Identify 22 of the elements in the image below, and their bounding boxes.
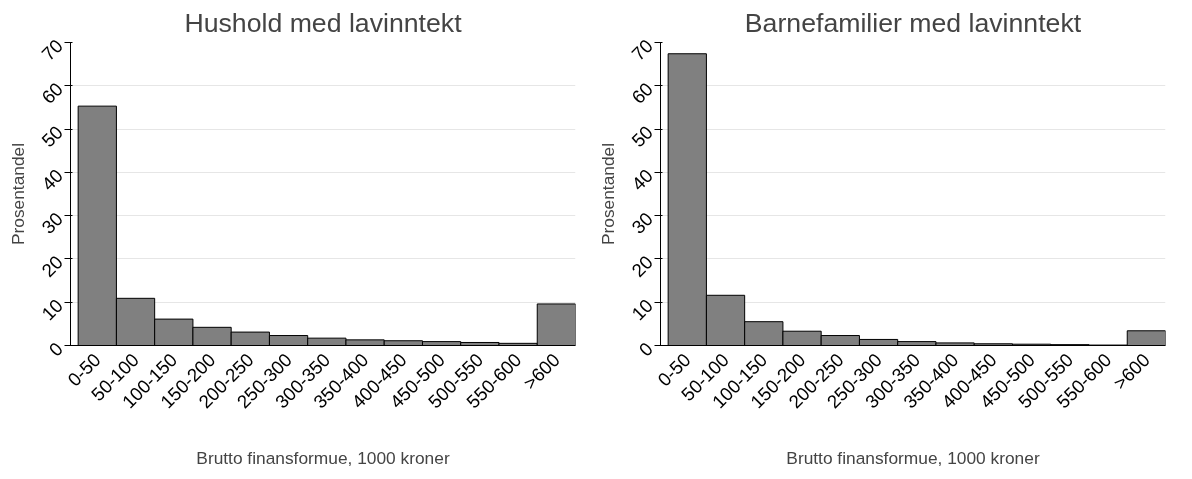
y-tick-label: 20: [37, 251, 67, 282]
y-tick-label: 0: [634, 338, 657, 361]
chart-title: Hushold med lavinntekt: [184, 7, 463, 38]
y-tick-label: 70: [37, 35, 67, 65]
y-tick-label: 30: [627, 208, 657, 238]
y-tick-label: 40: [627, 164, 657, 195]
y-tick-label: 70: [627, 35, 657, 65]
y-tick-label: 30: [37, 208, 67, 238]
y-tick-label: 60: [627, 78, 657, 108]
y-axis-title: Prosentandel: [597, 142, 618, 246]
x-axis-title: Brutto finansformue, 1000 kroner: [196, 447, 450, 468]
y-axis-title: Prosentandel: [7, 142, 28, 246]
y-tick-label: 50: [37, 121, 67, 152]
y-tick-label: 60: [37, 78, 67, 108]
y-tick-label: 10: [627, 294, 657, 325]
x-axis-title: Brutto finansformue, 1000 kroner: [786, 447, 1040, 468]
y-tick-label: 50: [627, 121, 657, 152]
y-tick-label: 10: [37, 294, 67, 325]
y-tick-label: 20: [627, 251, 657, 282]
y-tick-label: 40: [37, 164, 67, 195]
chart-title: Barnefamilier med lavinntekt: [744, 7, 1082, 38]
y-tick-label: 0: [44, 338, 67, 361]
